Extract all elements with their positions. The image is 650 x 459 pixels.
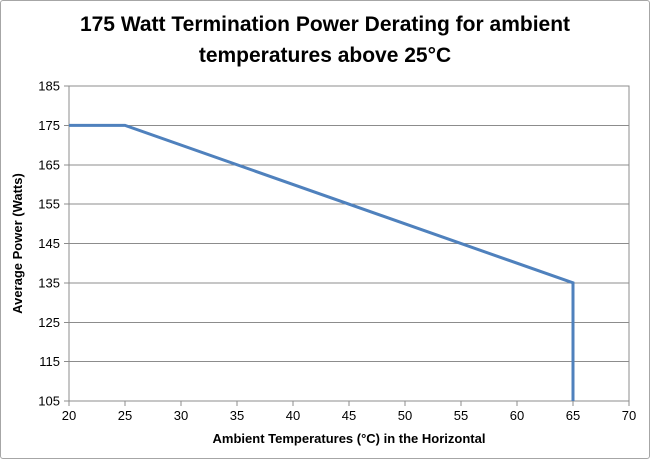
x-tick-label: 30: [174, 408, 188, 423]
x-tick-label: 50: [398, 408, 412, 423]
x-tick-label: 70: [622, 408, 636, 423]
chart-title-line2: temperatures above 25°C: [198, 44, 452, 67]
chart-title: 175 Watt Termination Power Derating for …: [1, 9, 649, 71]
y-tick-label: 105: [38, 394, 60, 409]
x-tick-label: 25: [118, 408, 132, 423]
y-tick-label: 115: [39, 354, 60, 369]
x-tick-label: 40: [286, 408, 300, 423]
y-tick-label: 175: [38, 118, 60, 133]
y-axis-title: Average Power (Watts): [10, 173, 25, 314]
x-tick-label: 55: [454, 408, 468, 423]
x-tick-label: 60: [510, 408, 524, 423]
data-line: [69, 123, 575, 401]
y-tick-label: 125: [38, 315, 60, 330]
y-tick-label: 135: [38, 275, 60, 290]
x-axis-title: Ambient Temperatures (°C) in the Horizon…: [213, 431, 486, 446]
y-tick-label: 155: [38, 197, 60, 212]
x-tick-label: 65: [566, 408, 580, 423]
chart-title-line1: 175 Watt Termination Power Derating for …: [79, 13, 571, 36]
x-tick-label: 35: [230, 408, 244, 423]
x-tick-label: 45: [342, 408, 356, 423]
y-tick-label: 185: [38, 79, 60, 94]
y-tick-label: 165: [38, 157, 60, 172]
y-tick-label: 145: [38, 236, 60, 251]
x-tick-label: 20: [62, 408, 76, 423]
